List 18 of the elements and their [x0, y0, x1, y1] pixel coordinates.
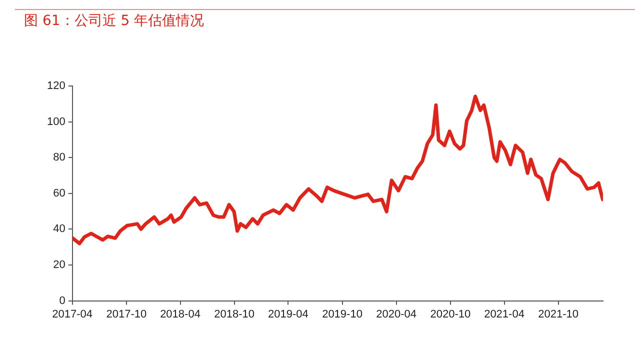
chart-title: 图 61：公司近 5 年估值情况: [24, 12, 206, 30]
y-tick-label: 40: [53, 223, 66, 236]
y-tick-label: 100: [46, 116, 66, 128]
x-tick-label: 2021-04: [484, 308, 524, 320]
x-tick-label: 2017-10: [106, 308, 147, 320]
y-tick-label: 0: [59, 294, 66, 307]
y-tick-label: 120: [46, 80, 66, 92]
x-tick-label: 2018-10: [214, 308, 255, 320]
x-tick-label: 2019-04: [268, 308, 308, 320]
y-tick-label: 80: [53, 152, 66, 164]
x-tick-label: 2017-04: [52, 308, 93, 320]
y-tick-label: 60: [53, 187, 66, 200]
x-tick-label: 2020-10: [430, 308, 471, 320]
x-tick-label: 2019-10: [322, 308, 362, 320]
x-tick-label: 2018-04: [160, 308, 200, 320]
y-tick-label: 20: [53, 259, 66, 272]
x-tick-label: 2021-10: [538, 308, 579, 320]
x-tick-label: 2020-04: [376, 308, 417, 320]
